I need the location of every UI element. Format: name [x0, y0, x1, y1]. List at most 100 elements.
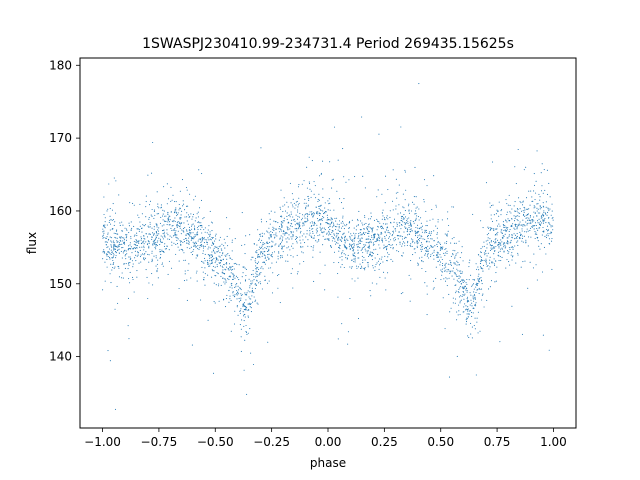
- data-point: [149, 221, 151, 223]
- data-point: [141, 231, 143, 233]
- data-point: [112, 257, 114, 259]
- data-point: [135, 248, 137, 250]
- data-point: [228, 301, 230, 303]
- data-point: [197, 234, 199, 236]
- data-point: [494, 247, 496, 249]
- data-point: [119, 224, 121, 227]
- data-point: [372, 238, 374, 240]
- data-point: [148, 242, 150, 244]
- data-point: [384, 202, 386, 204]
- data-point: [301, 214, 304, 216]
- data-point: [288, 234, 290, 236]
- data-point: [547, 230, 549, 232]
- data-point: [212, 242, 214, 244]
- data-point: [476, 268, 478, 270]
- data-point: [342, 225, 344, 227]
- data-point: [320, 228, 322, 230]
- data-point: [225, 266, 228, 268]
- data-point: [153, 209, 156, 211]
- data-point: [385, 239, 387, 241]
- data-point: [130, 248, 132, 250]
- data-point: [459, 257, 461, 259]
- data-point: [388, 253, 390, 255]
- data-point: [524, 231, 526, 233]
- data-point: [430, 255, 432, 258]
- data-point: [159, 250, 161, 253]
- data-point: [544, 212, 546, 214]
- data-point: [231, 285, 233, 287]
- data-point: [130, 246, 132, 248]
- data-point: [202, 252, 204, 254]
- data-point: [506, 237, 508, 239]
- data-point: [363, 267, 365, 269]
- data-point: [357, 241, 359, 243]
- data-point: [546, 225, 549, 227]
- data-point: [225, 269, 227, 271]
- data-point: [498, 223, 500, 225]
- data-point: [458, 240, 460, 242]
- data-point: [144, 224, 147, 226]
- data-point: [362, 259, 364, 261]
- data-point: [139, 203, 141, 205]
- data-point: [226, 217, 228, 219]
- data-point: [427, 237, 429, 240]
- data-point: [229, 298, 231, 300]
- data-point: [116, 240, 118, 242]
- data-point: [159, 238, 162, 240]
- data-point: [354, 259, 356, 261]
- data-point: [448, 270, 450, 272]
- data-point: [439, 243, 442, 245]
- data-point: [260, 247, 263, 249]
- data-point: [206, 232, 208, 234]
- data-point: [135, 240, 138, 242]
- data-point: [534, 222, 537, 224]
- data-point: [382, 209, 384, 211]
- data-point: [232, 273, 234, 276]
- data-point: [290, 213, 292, 215]
- data-point: [191, 218, 193, 220]
- data-point: [521, 240, 523, 242]
- data-point: [535, 264, 537, 266]
- data-point: [495, 246, 497, 248]
- data-point: [387, 229, 389, 232]
- data-point: [535, 192, 537, 194]
- data-point: [357, 249, 359, 251]
- data-point: [368, 223, 370, 225]
- data-point: [323, 231, 325, 233]
- data-point: [238, 289, 240, 291]
- data-point: [109, 360, 111, 362]
- data-point: [507, 252, 509, 254]
- data-point: [399, 241, 401, 244]
- data-point: [465, 289, 467, 291]
- data-point: [232, 294, 234, 296]
- data-point: [286, 247, 288, 249]
- data-point: [297, 223, 299, 225]
- data-point: [137, 214, 139, 216]
- data-point: [252, 301, 254, 303]
- data-point: [141, 213, 143, 215]
- data-point: [461, 246, 463, 248]
- data-point: [212, 270, 214, 272]
- data-point: [545, 201, 547, 203]
- data-point: [420, 242, 423, 244]
- data-point: [239, 324, 241, 326]
- data-point: [472, 283, 475, 285]
- data-point: [245, 268, 247, 270]
- data-point: [498, 215, 500, 217]
- data-point: [448, 269, 450, 271]
- data-point: [264, 257, 266, 259]
- data-point: [504, 242, 506, 244]
- data-point: [500, 248, 502, 250]
- data-point: [456, 264, 458, 266]
- data-point: [379, 258, 381, 260]
- data-point: [244, 305, 246, 307]
- data-point: [417, 231, 419, 233]
- data-point: [368, 224, 370, 226]
- data-point: [244, 316, 246, 318]
- data-point: [320, 224, 322, 226]
- data-point: [308, 213, 310, 215]
- data-point: [398, 204, 400, 206]
- data-point: [483, 245, 485, 247]
- data-point: [508, 235, 510, 237]
- data-point: [280, 221, 282, 223]
